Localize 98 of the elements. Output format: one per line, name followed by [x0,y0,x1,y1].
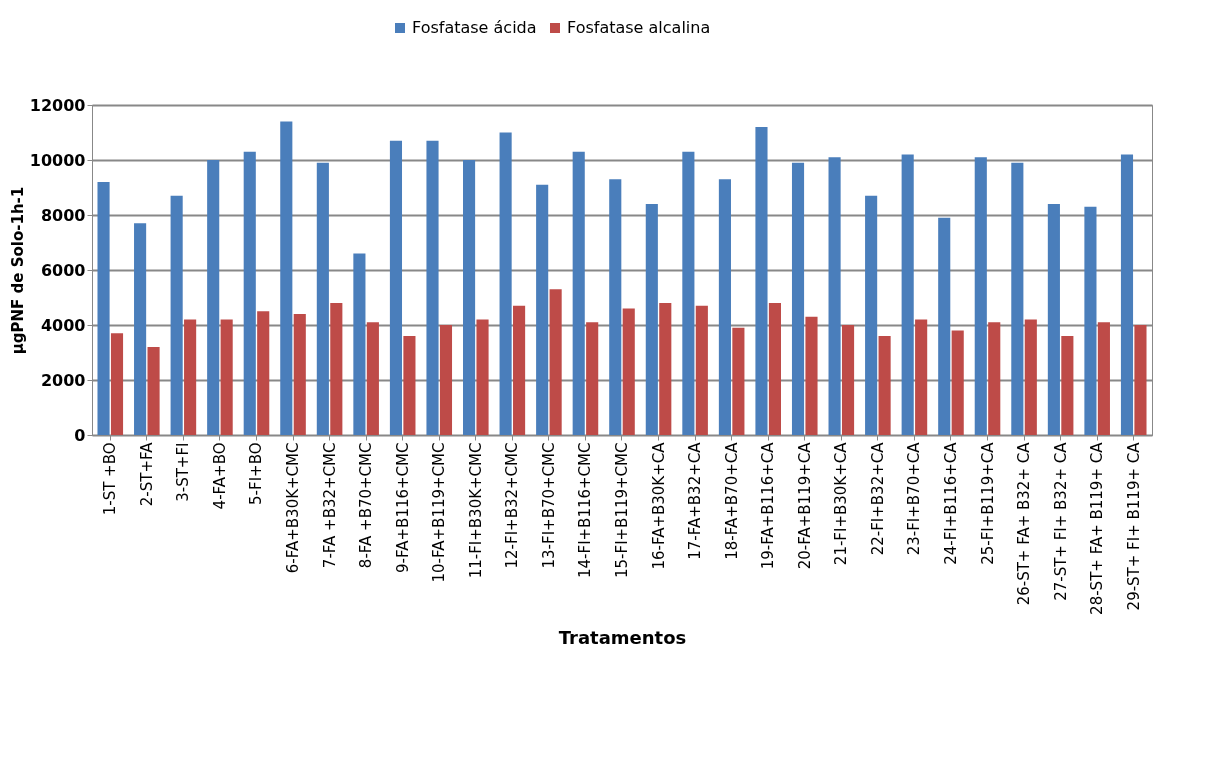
x-tick-label: 23-FI+B70+CA [905,441,924,556]
bar [207,160,220,435]
bar [243,151,256,435]
y-axis-title: µgPNF de Solo-1h-1 [8,186,27,355]
x-tick-label: 19-FA+B116+CA [759,441,778,570]
bar [1024,319,1037,435]
bar [170,195,183,435]
x-tick-label: 3-ST+FI [174,442,193,502]
bar [220,319,233,435]
bar [316,162,329,435]
legend-label: Fosfatase alcalina [567,18,711,37]
bar [659,303,672,435]
bar [695,305,708,435]
bar [938,217,951,435]
x-tick-label: 5-FI+BO [247,442,266,505]
x-axis-title: Tratamentos [558,626,687,648]
bar [974,157,987,435]
bar [988,322,1001,435]
bar [1134,325,1147,435]
bar [293,314,306,435]
bar [718,179,731,435]
bar [366,322,379,435]
bar [353,253,366,435]
x-tick-label: 13-FI+B70+CMC [539,442,558,569]
bar [184,319,197,435]
bar [609,179,622,435]
x-tick-label: 10-FA+B119+CMC [430,442,449,583]
bar [732,327,745,435]
bar [791,162,805,435]
bar [330,303,343,435]
x-tick-label: 15-FI+B119+CMC [613,442,631,578]
y-tick-label: 2000 [40,370,86,390]
bar [403,336,416,435]
bar [951,330,964,435]
bar [499,132,512,435]
bar [645,204,658,435]
x-tick-label: 4-FA+BO [210,442,229,510]
bar [426,140,439,435]
x-tick-label: 1-ST +BO [101,442,120,516]
x-tick-label: 21-FI+B30K+CA [832,441,851,566]
x-tick-label: 25-FI+B119+CA [978,441,997,565]
bar [805,316,818,435]
bar [915,319,928,435]
bar [463,160,476,435]
bar [549,289,562,435]
bar [439,325,453,435]
x-tick-label: 28-ST+ FA+ B119+ CA [1088,441,1107,615]
bar [841,325,855,435]
x-tick-label: 9-FA+B116+CMC [393,442,412,573]
bar [1097,322,1110,435]
x-tick-label: 20-FA+B119+CA [795,441,814,570]
bar [755,127,768,435]
bar [134,223,147,435]
bar [682,151,695,435]
bar [586,322,599,435]
bar [513,305,526,435]
x-tick-label: 7-FA +B32+CMC [320,442,339,569]
bar [536,184,549,435]
bar [1011,162,1024,435]
bar [768,303,781,435]
x-tick-label: 29-ST+ FI+ B119+ CA [1124,441,1143,611]
legend-label: Fosfatase ácida [412,18,537,37]
bar [110,333,124,435]
bar [1084,206,1097,435]
x-tick-label: 14-FI+B116+CMC [576,442,595,578]
bar [257,311,270,435]
x-tick-label: 22-FI+B32+CA [868,441,887,556]
bar [1047,204,1060,435]
bar [901,154,914,435]
y-tick-label: 0 [74,425,86,445]
bar [878,336,891,435]
x-tick-label: 11-FI+B30K+CMC [466,442,485,579]
y-tick-label: 10000 [29,150,86,170]
x-tick-label: 24-FI+B116+CA [941,441,960,565]
bar [97,182,110,435]
x-tick-label: 27-ST+ FI+ B32+ CA [1051,441,1070,601]
bar [280,121,293,435]
bar [828,157,841,435]
x-tick-label: 16-FA+B30K+CA [649,441,668,570]
x-tick-label: 8-FA +B70+CMC [357,442,376,569]
y-tick-label: 6000 [40,260,86,280]
bar [476,319,489,435]
x-tick-label: 26-ST+ FA+ B32+ CA [1015,441,1034,606]
y-tick-label: 12000 [29,95,86,115]
x-tick-label: 17-FA+B32+CA [686,441,705,560]
bar [1061,336,1074,435]
y-tick-label: 4000 [40,315,86,335]
x-tick-label: 18-FA+B70+CA [722,441,741,560]
x-tick-label: 6-FA+B30K+CMC [284,442,303,574]
bar [572,151,585,435]
bar [389,140,403,435]
x-tick-label: 2-ST+FA [137,441,156,507]
bar [147,347,160,435]
bar [1120,154,1134,435]
x-tick-label: 12-FI+B32+CMC [503,442,522,569]
y-tick-label: 8000 [40,205,86,225]
bar [865,195,878,435]
bar [622,308,635,435]
